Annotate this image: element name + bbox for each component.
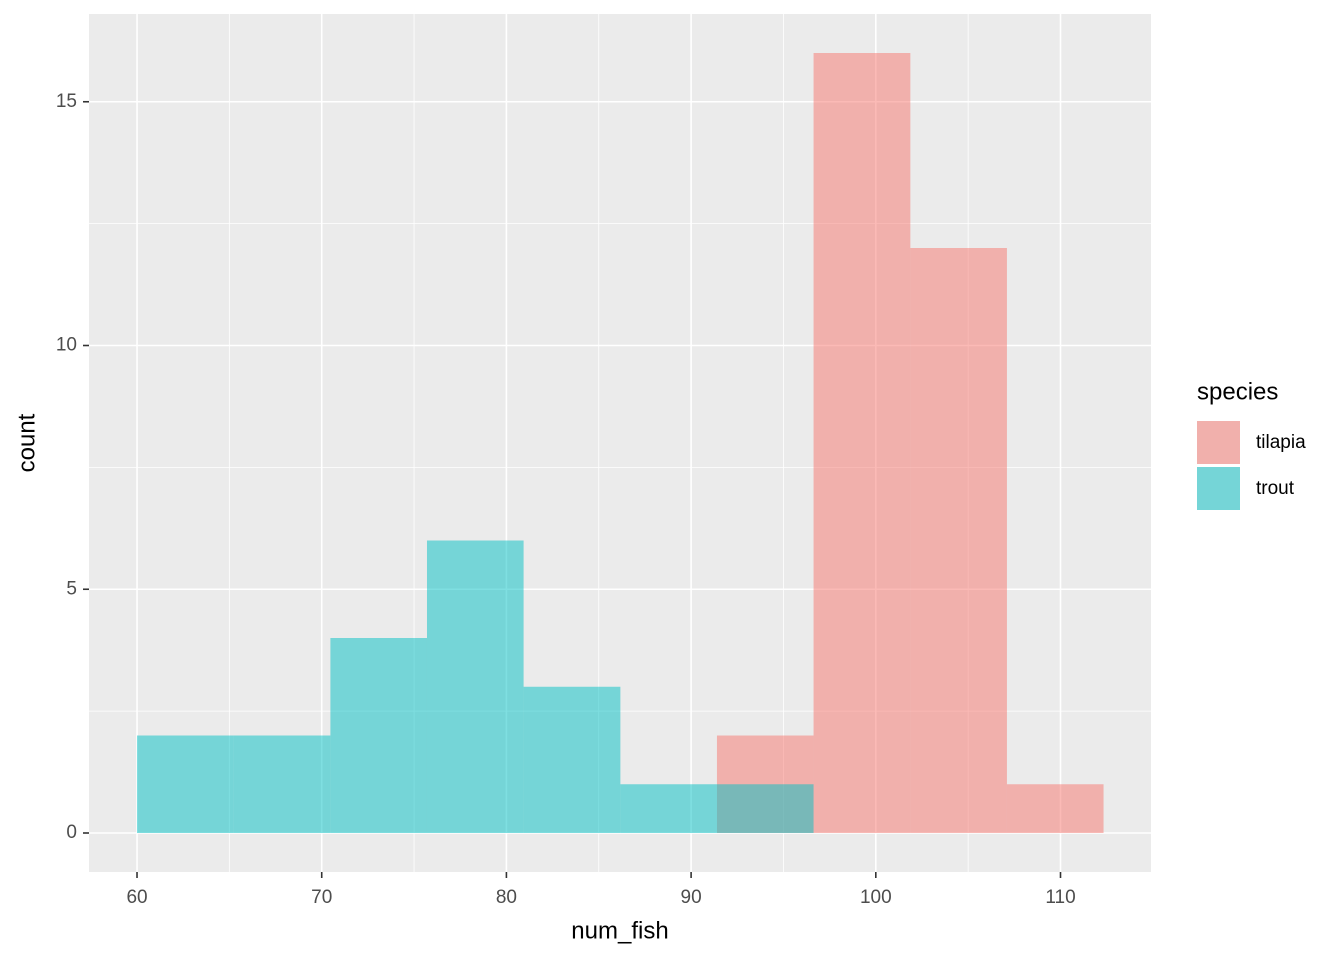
x-tick-label: 80 (496, 887, 517, 908)
legend: species tilapia trout (1197, 378, 1306, 510)
bars (137, 53, 1104, 833)
bar (813, 53, 911, 833)
axes: 60 70 80 90 100 110 0 5 10 15 (56, 91, 1076, 908)
bar (620, 784, 717, 833)
bar (137, 735, 234, 833)
x-tick-label: 110 (1045, 887, 1075, 908)
bar (426, 540, 524, 833)
x-tick-label: 90 (681, 887, 702, 908)
legend-key (1197, 421, 1240, 464)
y-tick-label: 5 (66, 578, 77, 599)
y-axis-title: count (13, 413, 40, 472)
x-tick-label: 70 (311, 887, 332, 908)
x-axis-title: num_fish (571, 917, 668, 944)
x-tick-label: 100 (860, 887, 892, 908)
bar (523, 686, 621, 833)
x-tick-label: 60 (126, 887, 147, 908)
bar (330, 638, 427, 833)
legend-title: species (1197, 378, 1278, 405)
legend-key (1197, 467, 1240, 510)
bar (1006, 784, 1104, 833)
bar (233, 735, 331, 833)
legend-label: trout (1256, 478, 1295, 499)
y-tick-label: 0 (66, 822, 77, 843)
y-tick-label: 15 (56, 91, 77, 112)
bar (716, 784, 814, 833)
y-tick-label: 10 (56, 335, 77, 356)
legend-label: tilapia (1256, 432, 1306, 453)
bar (910, 248, 1007, 833)
